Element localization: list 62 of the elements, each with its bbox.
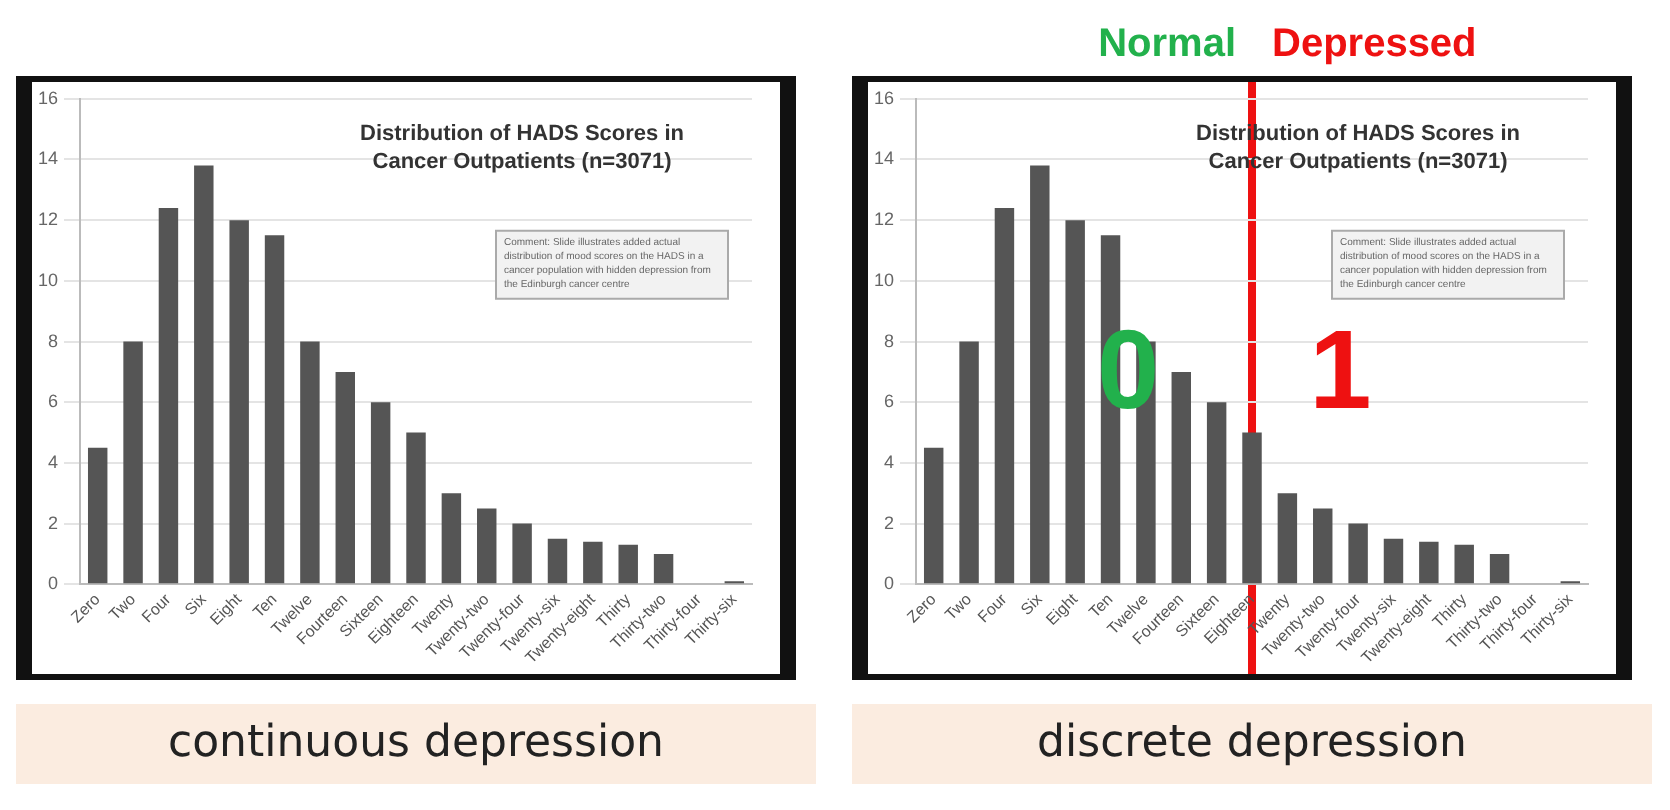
- y-tick-label: 10: [37, 269, 59, 290]
- bar: [441, 493, 462, 584]
- y-tick-label: 6: [47, 391, 59, 412]
- text: discrete depression: [852, 704, 1652, 784]
- y-tick-label: 4: [47, 451, 59, 472]
- y-tick-label: 14: [37, 148, 59, 169]
- x-tick-label: Two: [105, 589, 140, 624]
- bar: [1277, 493, 1298, 584]
- bar: [406, 432, 426, 584]
- y-tick-label: 8: [883, 330, 895, 351]
- y-tick-label: 10: [873, 269, 895, 290]
- bar: [1383, 538, 1404, 584]
- y-tick-label: 12: [37, 209, 59, 230]
- bar: [264, 235, 285, 584]
- y-tick-label: 8: [47, 330, 59, 351]
- bar: [1171, 371, 1191, 584]
- x-tick-label: Zero: [903, 589, 941, 627]
- y-tick-label: 4: [883, 451, 895, 472]
- text: Normal: [1098, 22, 1237, 68]
- bar: [923, 447, 944, 584]
- bar: [1489, 553, 1510, 584]
- x-tick-label: Six: [181, 590, 210, 619]
- bar: [618, 544, 638, 584]
- x-tick-label: Two: [941, 589, 976, 624]
- bar: [477, 508, 497, 584]
- bar: [229, 220, 249, 584]
- bar: [158, 208, 179, 584]
- y-tick-label: 0: [883, 573, 895, 594]
- y-tick-label: 16: [873, 87, 895, 108]
- bar: [512, 523, 532, 584]
- bar: [653, 553, 674, 584]
- bar: [1242, 432, 1262, 584]
- bar: [1065, 220, 1085, 584]
- bar: [1313, 508, 1333, 584]
- x-tick-label: Six: [1017, 590, 1046, 619]
- bar: [1030, 165, 1050, 584]
- bar: [300, 341, 320, 584]
- bar: [547, 538, 568, 584]
- text: Depressed: [1272, 22, 1477, 68]
- bar: [1206, 402, 1227, 584]
- bar: [583, 541, 603, 584]
- annotation: 1: [1309, 306, 1372, 433]
- bar: [194, 165, 214, 584]
- y-tick-label: 6: [883, 391, 895, 412]
- bar: [1348, 523, 1368, 584]
- bar: [87, 447, 108, 584]
- y-tick-label: 2: [883, 512, 895, 533]
- bar: [123, 341, 143, 584]
- y-tick-label: 14: [873, 148, 895, 169]
- bar: [959, 341, 979, 584]
- bar: [994, 208, 1015, 584]
- y-tick-label: 12: [873, 209, 895, 230]
- y-tick-label: 2: [47, 512, 59, 533]
- bar: [1454, 544, 1474, 584]
- x-tick-label: Zero: [67, 589, 105, 627]
- text: Distribution of HADS Scores in Cancer Outpatients (n=3071): [360, 121, 685, 174]
- y-tick-label: 0: [47, 573, 59, 594]
- text: continuous depression: [16, 704, 816, 784]
- bar: [370, 402, 391, 584]
- y-tick-label: 16: [37, 87, 59, 108]
- bar: [335, 371, 355, 584]
- bar: [1419, 541, 1439, 584]
